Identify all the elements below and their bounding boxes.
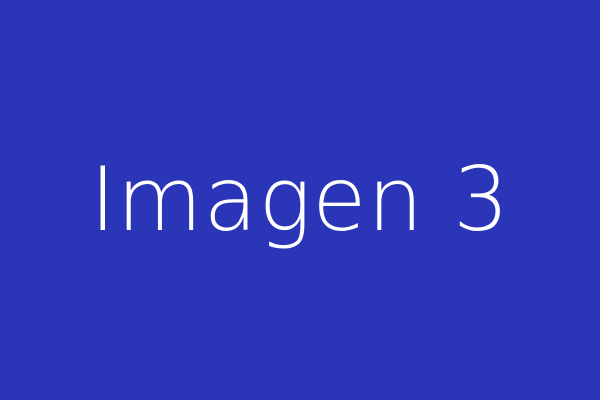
placeholder-text: Imagen 3: [89, 148, 511, 251]
placeholder-image: Imagen 3: [0, 0, 600, 400]
